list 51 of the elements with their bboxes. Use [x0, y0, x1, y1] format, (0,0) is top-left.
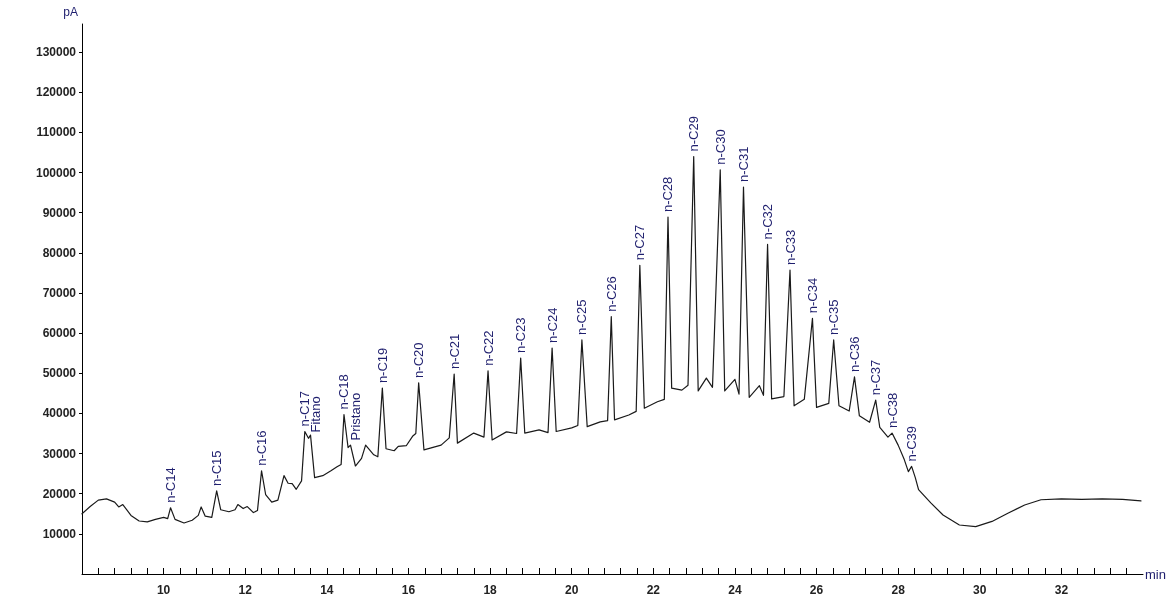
annotation: n-C37	[868, 359, 884, 396]
annotation: n-C14	[163, 467, 179, 503]
y-tick-label: 110000	[36, 125, 77, 140]
annotation: n-C29	[686, 116, 702, 152]
y-tick-label: 30000	[42, 446, 77, 461]
annotation: n-C31	[735, 146, 751, 182]
y-tick-label: 80000	[42, 245, 77, 260]
annotation: n-C34	[804, 277, 820, 314]
y-tick-label: 70000	[42, 285, 77, 300]
x-tick-label: 30	[973, 583, 987, 597]
x-tick-label: 32	[1054, 583, 1069, 597]
annotation: n-C38	[884, 392, 900, 429]
annotation: n-C27	[632, 224, 648, 261]
annotation: n-C39	[904, 425, 920, 462]
x-tick-label: 14	[320, 583, 334, 597]
x-tick-label: 24	[728, 583, 742, 597]
annotation: n-C35	[826, 299, 842, 335]
y-tick-label: 100000	[35, 165, 77, 180]
y-tick-label: 130000	[35, 45, 77, 60]
y-tick-label: 50000	[42, 366, 77, 381]
y-tick-label: 40000	[42, 406, 77, 421]
annotation: n-C21	[446, 333, 462, 370]
x-tick-label: 18	[483, 583, 498, 597]
x-tick-label: 22	[646, 583, 661, 597]
x-tick-label: 12	[238, 583, 253, 597]
annotation: n-C33	[782, 229, 798, 266]
x-tick-label: 20	[565, 583, 579, 597]
annotation: n-C16	[254, 430, 270, 466]
annotation: n-C30	[712, 129, 728, 165]
y-tick-label: 120000	[35, 85, 77, 100]
y-tick-label: 10000	[42, 526, 77, 541]
x-tick-label: 16	[401, 583, 416, 597]
annotation: n-C20	[411, 342, 427, 378]
annotation: n-C26	[603, 276, 619, 312]
annotation: n-C23	[513, 317, 529, 354]
annotation: n-C19	[374, 347, 390, 384]
annotation: n-C32	[760, 203, 776, 240]
x-tick-label: 26	[809, 583, 824, 597]
y-tick-label: 90000	[42, 205, 77, 220]
x-tick-label: 28	[891, 583, 906, 597]
annotation: n-C28	[660, 176, 676, 213]
annotation: n-C15	[209, 450, 225, 486]
x-tick-label: 10	[156, 583, 171, 597]
annotation: n-C25	[574, 299, 590, 335]
y-tick-label: 60000	[42, 326, 77, 341]
annotation: n-C24	[544, 307, 560, 343]
annotation: n-C22	[480, 330, 496, 366]
x-axis-title: min	[1145, 566, 1166, 582]
y-axis-title: pA	[63, 5, 78, 19]
y-tick-label: 20000	[42, 486, 77, 501]
annotation: n-C36	[846, 336, 862, 372]
